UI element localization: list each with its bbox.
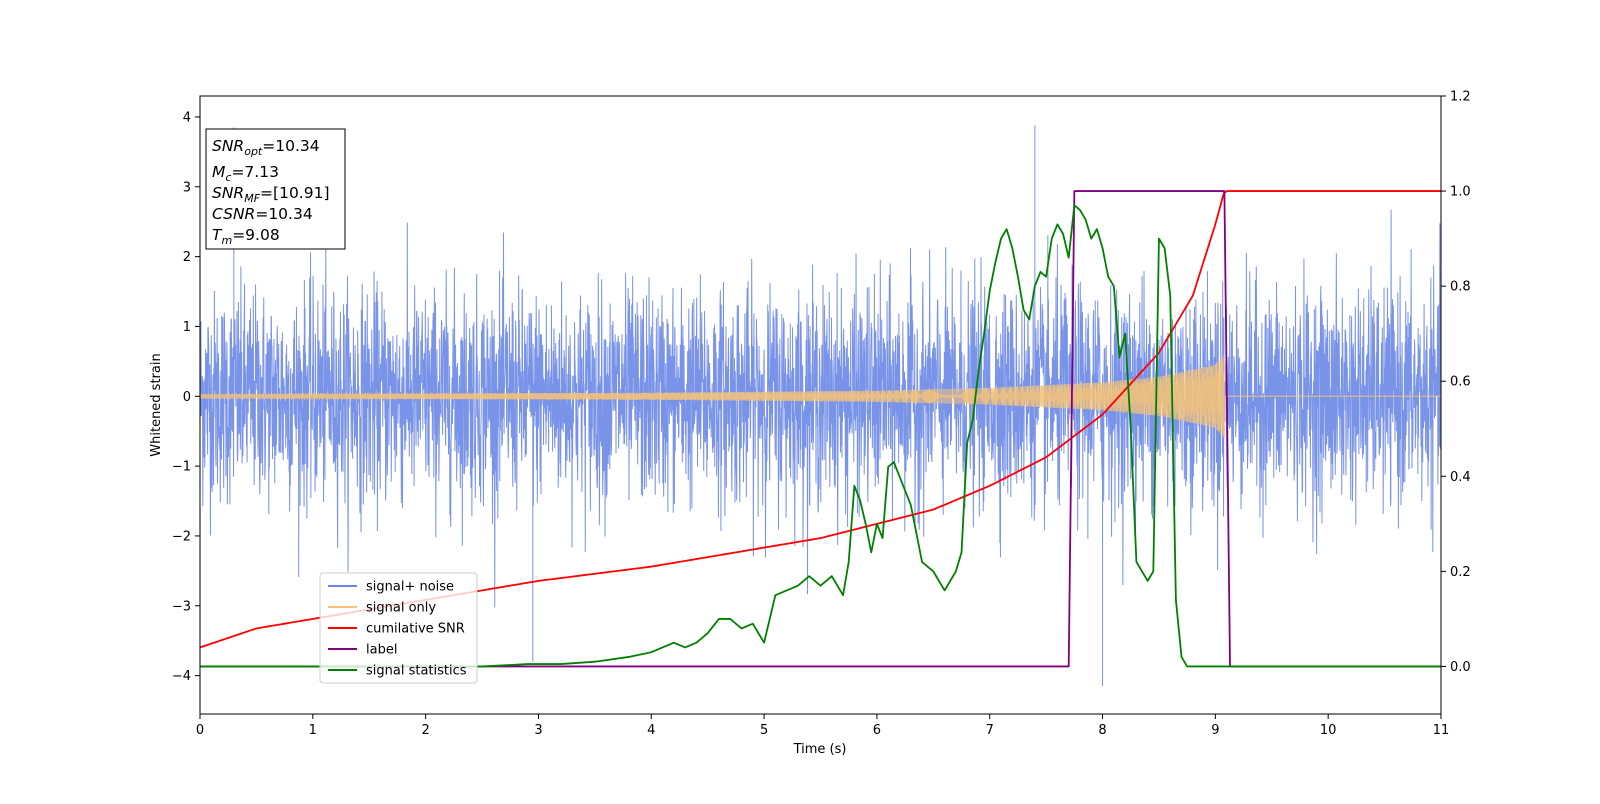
x-axis-ticks: 0 1 2 3 4 5 6 7 8 9 10 11 — [196, 714, 1449, 738]
y-axis-label: Whitened strain — [149, 353, 164, 456]
y-right-tick-label: 1.0 — [1450, 185, 1471, 200]
x-tick-label: 5 — [760, 723, 768, 738]
y-right-tick-label: 0.0 — [1450, 660, 1471, 675]
annotation-symbol: SNR — [212, 184, 244, 202]
x-tick-label: 4 — [647, 723, 655, 738]
legend-frame — [319, 572, 478, 684]
annotation-value: =[10.91] — [260, 184, 329, 202]
y-left-tick-label: −3 — [172, 599, 191, 614]
series-signal-noise — [200, 125, 1441, 687]
annotation-value: =9.08 — [232, 226, 280, 244]
y-left-tick-label: −1 — [172, 460, 191, 475]
signal-noise-line — [200, 125, 1441, 687]
legend-label: signal only — [366, 601, 436, 616]
y-right-tick-label: 0.8 — [1450, 280, 1471, 295]
x-tick-label: 3 — [534, 723, 542, 738]
x-axis-label: Time (s) — [793, 742, 847, 757]
annotation-subscript: m — [221, 234, 232, 247]
x-tick-label: 2 — [421, 723, 429, 738]
y-right-tick-label: 0.2 — [1450, 565, 1471, 580]
legend-label: signal+ noise — [366, 580, 454, 595]
axes-frame — [199, 95, 1442, 715]
y-axis-left-ticks: 4 3 2 1 0 −1 −2 −3 −4 — [172, 110, 200, 684]
y-axis-right-ticks: 1.2 1.0 0.8 0.6 0.4 0.2 0.0 — [1441, 90, 1471, 675]
signal-statistics-line — [200, 204, 1441, 668]
x-tick-label: 7 — [986, 723, 994, 738]
x-tick-label: 8 — [1098, 723, 1106, 738]
annotation-subscript: MF — [244, 192, 260, 205]
annotation-symbol: CSNR — [212, 205, 255, 223]
annotation-line: SNRopt=10.34 — [212, 137, 320, 158]
series-signal-only — [200, 354, 1441, 439]
annotation-symbol: M — [212, 163, 225, 181]
y-left-tick-label: −4 — [172, 669, 191, 684]
y-left-tick-label: 2 — [183, 250, 191, 265]
signal-only-band — [200, 354, 1225, 439]
annotation-line: CSNR=10.34 — [212, 205, 313, 223]
annotation-line: Tm=9.08 — [212, 226, 280, 247]
annotation-subscript: opt — [244, 145, 263, 158]
x-tick-label: 9 — [1211, 723, 1219, 738]
series-signal-statistics — [200, 204, 1441, 668]
annotation-value: =10.34 — [262, 137, 319, 155]
legend-label: signal statistics — [366, 664, 467, 679]
x-tick-label: 6 — [873, 723, 881, 738]
annotation-symbol: T — [212, 226, 223, 244]
annotation-subscript: c — [225, 171, 231, 184]
x-tick-label: 1 — [309, 723, 317, 738]
annotation-symbol: SNR — [212, 137, 244, 155]
annotation-line: Mc=7.13 — [212, 163, 279, 184]
y-left-tick-label: 3 — [183, 180, 191, 195]
annotation-value: =7.13 — [231, 163, 279, 181]
stats-annotation-box: SNRopt=10.34Mc=7.13SNRMF=[10.91]CSNR=10.… — [205, 128, 346, 250]
y-left-tick-label: 1 — [183, 320, 191, 335]
legend-label: label — [366, 643, 397, 658]
y-left-tick-label: 4 — [183, 110, 191, 125]
annotation-box-frame — [205, 128, 346, 250]
y-left-tick-label: 0 — [183, 390, 191, 405]
x-tick-label: 11 — [1433, 723, 1450, 738]
legend-label: cumilative SNR — [366, 622, 465, 637]
y-right-tick-label: 1.2 — [1450, 90, 1471, 105]
y-left-tick-label: −2 — [172, 529, 191, 544]
x-tick-label: 10 — [1320, 723, 1337, 738]
legend: signal+ noise signal only cumilative SNR la… — [319, 572, 478, 684]
x-tick-label: 0 — [196, 723, 204, 738]
y-right-tick-label: 0.6 — [1450, 375, 1471, 390]
annotation-line: SNRMF=[10.91] — [212, 184, 330, 205]
y-right-tick-label: 0.4 — [1450, 470, 1471, 485]
annotation-value: =10.34 — [255, 205, 312, 223]
